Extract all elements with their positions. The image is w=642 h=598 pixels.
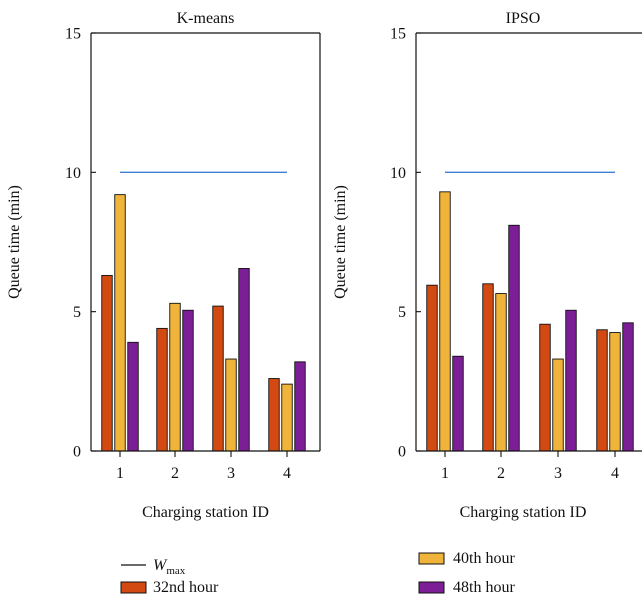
bar — [565, 309, 577, 452]
x-tick-label: 3 — [227, 465, 235, 482]
chart-panel-kmeans: 0 5 10 15 1 2 3 4 K-means Charging station ID Queu… — [6, 10, 321, 521]
bar — [294, 361, 306, 452]
y-tick-label: 5 — [73, 304, 81, 321]
x-tick-label: 4 — [611, 465, 619, 482]
y-axis-label: Queue time (min) — [6, 185, 23, 299]
y-tick-label: 5 — [398, 304, 406, 321]
chart-title: IPSO — [506, 10, 541, 27]
bar — [596, 329, 608, 452]
legend: Wmax 32nd hour 40th hour 48th hour — [120, 550, 515, 596]
bar — [212, 305, 224, 452]
bar — [609, 332, 621, 452]
x-tick-label: 2 — [497, 465, 505, 482]
legend-32nd-hour-label: 32nd hour — [153, 579, 219, 596]
x-tick-label: 3 — [554, 465, 562, 482]
y-tick-label: 0 — [398, 444, 406, 461]
bar — [439, 191, 451, 452]
bar — [238, 268, 250, 452]
bar — [225, 358, 237, 452]
bar — [182, 309, 194, 452]
y-tick-label: 15 — [65, 26, 81, 43]
y-tick-label: 10 — [65, 165, 81, 182]
legend-48th-hour-label: 48th hour — [453, 579, 515, 596]
y-axis-label: Queue time (min) — [332, 185, 349, 299]
bar — [482, 283, 494, 452]
bar — [114, 194, 126, 452]
bar — [268, 378, 280, 452]
bar — [281, 383, 293, 452]
y-tick-label: 10 — [390, 165, 406, 182]
x-tick-label: 4 — [283, 465, 291, 482]
legend-48th-hour-swatch — [418, 581, 445, 594]
legend-40th-hour-label: 40th hour — [453, 550, 515, 567]
x-axis-label: Charging station ID — [142, 504, 269, 521]
chart-title: K-means — [177, 10, 235, 27]
chart-panel-ipso: 0 5 10 15 1 2 3 4 IPSO Charging station ID Queue t… — [332, 10, 642, 521]
bar — [552, 358, 564, 452]
y-tick-label: 15 — [390, 26, 406, 43]
x-tick-label: 1 — [116, 465, 124, 482]
bar — [101, 274, 113, 452]
bar — [495, 293, 507, 452]
bar — [452, 355, 464, 452]
legend-wmax-label: Wmax — [153, 557, 186, 577]
bar — [539, 323, 551, 452]
x-tick-label: 1 — [441, 465, 449, 482]
bar — [169, 302, 181, 452]
legend-32nd-hour-swatch — [120, 581, 147, 594]
bar — [127, 341, 139, 452]
bar — [622, 322, 634, 452]
legend-40th-hour-swatch — [418, 552, 445, 565]
x-axis-label: Charging station ID — [460, 504, 587, 521]
bar — [156, 327, 168, 452]
bar — [426, 284, 438, 452]
y-tick-label: 0 — [73, 444, 81, 461]
bar — [508, 224, 520, 452]
x-tick-label: 2 — [171, 465, 179, 482]
